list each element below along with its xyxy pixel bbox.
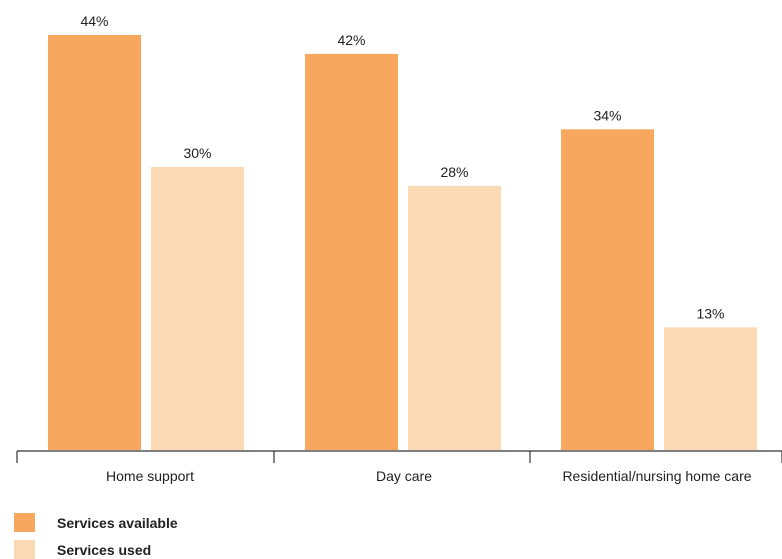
data-label: 30% [183, 145, 211, 161]
bars [48, 35, 757, 450]
category-label: Day care [376, 468, 432, 484]
legend: Services available Services used [14, 513, 178, 559]
data-label: 13% [696, 305, 724, 321]
legend-label: Services used [57, 542, 151, 558]
bar-used-2 [664, 327, 757, 450]
category-label: Residential/nursing home care [562, 468, 751, 484]
x-axis [16, 450, 782, 463]
category-label: Home support [106, 468, 194, 484]
category-labels: Home support Day care Residential/nursing … [106, 468, 752, 484]
legend-swatch-available [14, 513, 35, 532]
bar-available-2 [561, 129, 654, 450]
legend-swatch-used [14, 540, 35, 559]
data-label: 42% [337, 32, 365, 48]
bar-used-0 [151, 167, 244, 450]
bar-used-1 [408, 185, 501, 450]
data-label: 28% [440, 164, 468, 180]
data-label: 44% [80, 13, 108, 29]
data-label: 34% [593, 107, 621, 123]
value-labels: 44% 30% 42% 28% 34% 13% [80, 13, 724, 321]
bar-available-1 [305, 53, 398, 450]
bar-available-0 [48, 35, 141, 450]
legend-label: Services available [57, 515, 178, 531]
